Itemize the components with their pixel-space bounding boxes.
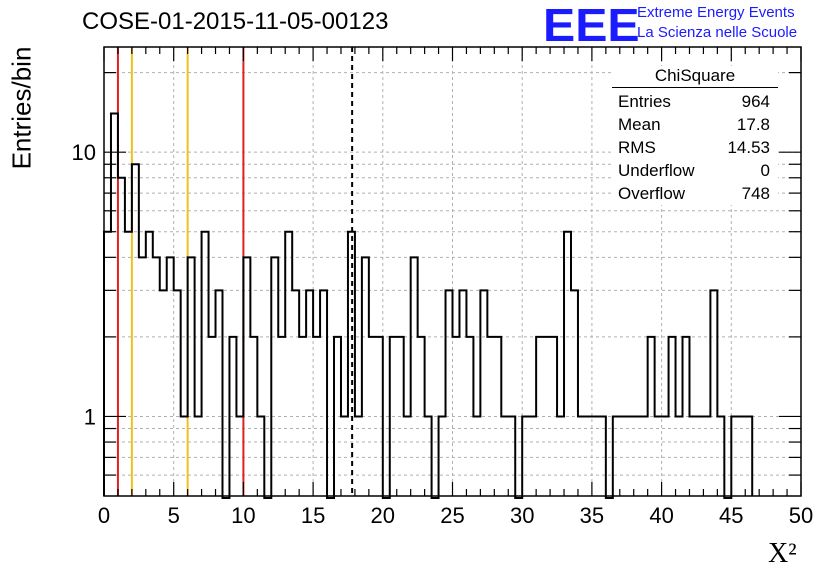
x-tick-label: 45 (719, 503, 743, 528)
stats-row: Mean 17.8 (612, 113, 778, 136)
x-tick-label: 5 (168, 503, 180, 528)
stats-value: 964 (741, 92, 770, 111)
stats-label: Entries (618, 92, 671, 111)
brand-line-1: Extreme Energy Events (637, 4, 795, 21)
stats-box: ChiSquare Entries 964 Mean 17.8 RMS 14.5… (612, 66, 778, 205)
y-tick-label: 1 (84, 404, 96, 429)
stats-row: Entries 964 (612, 90, 778, 113)
stats-title: ChiSquare (612, 66, 778, 88)
x-tick-label: 40 (649, 503, 673, 528)
stats-value: 17.8 (736, 115, 770, 134)
x-tick-label: 50 (789, 503, 813, 528)
x-tick-label: 15 (301, 503, 325, 528)
stats-label: RMS (618, 138, 656, 157)
x-axis-label: X² (768, 538, 797, 569)
stats-row: Underflow 0 (612, 159, 778, 182)
stats-row: RMS 14.53 (612, 136, 778, 159)
stats-value: 748 (741, 184, 770, 203)
x-tick-label: 0 (98, 503, 110, 528)
stats-value: 14.53 (727, 138, 770, 157)
run-title: COSE-01-2015-11-05-00123 (82, 8, 389, 35)
eee-logo: EEE (543, 0, 640, 51)
y-tick-label: 10 (72, 140, 96, 165)
stats-label: Underflow (618, 161, 695, 180)
x-tick-label: 30 (510, 503, 534, 528)
x-tick-label: 10 (231, 503, 255, 528)
x-tick-label: 35 (580, 503, 604, 528)
brand-line-2: La Scienza nelle Scuole (637, 24, 798, 41)
x-tick-label: 20 (371, 503, 395, 528)
y-axis-label: Entries/bin (6, 46, 37, 170)
histogram-series (103, 112, 754, 499)
stats-label: Overflow (618, 184, 686, 203)
stats-row: Overflow 748 (612, 182, 778, 205)
x-tick-label: 25 (440, 503, 464, 528)
stats-value: 0 (760, 161, 770, 180)
stats-label: Mean (618, 115, 661, 134)
